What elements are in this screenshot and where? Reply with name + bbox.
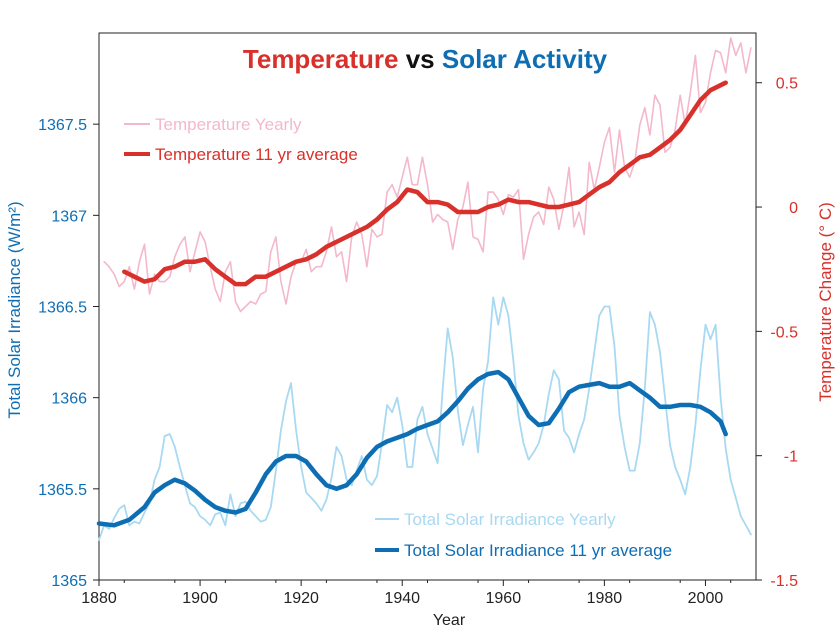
tsi-11yr-line (96, 369, 728, 528)
temp-avg-layer (122, 80, 728, 287)
title-vs: vs (398, 44, 441, 74)
tsi-yearly-layer (98, 296, 752, 541)
left-axis-label: Total Solar Irradiance (W/m²) (5, 201, 24, 418)
tsi-yearly-line (98, 296, 752, 541)
legend-label-temp-avg: Temperature 11 yr average (155, 145, 358, 164)
legend-top: Temperature Yearly Temperature 11 yr ave… (124, 115, 358, 164)
right-y-axis: -1.5 -1 -0.5 0 0.5 (756, 76, 798, 590)
x-tick-label: 1940 (384, 590, 420, 607)
x-tick-label: 1960 (486, 590, 522, 607)
left-tick-label: 1366.5 (38, 300, 87, 317)
legend-label-tsi-avg: Total Solar Irradiance 11 yr average (404, 541, 672, 560)
left-tick-label: 1367 (51, 208, 87, 225)
legend-label-tsi-yearly: Total Solar Irradiance Yearly (404, 510, 616, 529)
legend-bottom: Total Solar Irradiance Yearly Total Sola… (375, 510, 672, 560)
temp-yearly-layer (103, 37, 752, 313)
x-tick-label: 1980 (587, 590, 623, 607)
right-tick-label: -0.5 (770, 324, 798, 341)
right-tick-label: -1.5 (770, 573, 798, 590)
x-tick-label: 1880 (81, 590, 117, 607)
left-tick-label: 1365 (51, 573, 87, 590)
legend-label-temp-yearly: Temperature Yearly (155, 115, 302, 134)
right-tick-label: 0.5 (776, 76, 798, 93)
right-axis-label: Temperature Change (° C) (816, 202, 835, 402)
temp-yearly-line (103, 37, 752, 313)
chart-title: Temperature vs Solar Activity (243, 44, 608, 74)
x-tick-label: 1900 (182, 590, 218, 607)
temp-11yr-line (122, 80, 728, 287)
title-solar-activity: Solar Activity (442, 44, 608, 74)
tsi-avg-layer (96, 369, 728, 528)
right-tick-label: 0 (789, 200, 798, 217)
x-axis: 1880 1900 1920 1940 1960 1980 2000 (81, 580, 732, 607)
left-tick-label: 1367.5 (38, 117, 87, 134)
x-tick-label: 1920 (283, 590, 319, 607)
x-tick-label: 2000 (688, 590, 724, 607)
left-y-axis: 1365 1365.5 1366 1366.5 1367 1367.5 (38, 117, 99, 590)
x-axis-label: Year (433, 612, 466, 629)
left-tick-label: 1366 (51, 391, 87, 408)
title-temperature: Temperature (243, 44, 399, 74)
left-tick-label: 1365.5 (38, 482, 87, 499)
right-tick-label: -1 (784, 449, 798, 466)
